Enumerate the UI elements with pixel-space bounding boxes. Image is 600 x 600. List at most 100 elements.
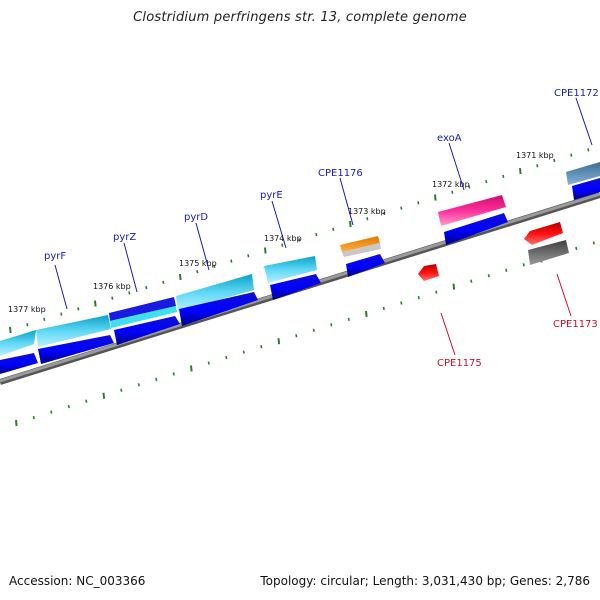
gene-feature-exoa[interactable] <box>438 195 506 226</box>
gene-feature-blue[interactable] <box>444 213 508 245</box>
ruler-tick <box>487 274 490 278</box>
ruler-tick <box>470 279 473 283</box>
ruler-tick <box>298 238 301 242</box>
ruler-tick <box>277 338 281 345</box>
gene-label-pyrf[interactable]: pyrF <box>44 251 66 262</box>
gene-label-cpe1173[interactable]: CPE1173 <box>553 319 598 330</box>
gene-feature-blue[interactable] <box>572 178 600 200</box>
ruler-tick <box>137 383 140 387</box>
ruler-tick <box>179 273 182 281</box>
ruler-tick <box>417 295 420 300</box>
ruler-tick <box>570 153 573 157</box>
gene-label-pyre[interactable]: pyrE <box>260 190 283 201</box>
ruler-tick <box>312 328 315 332</box>
gene-label-cpe1172[interactable]: CPE1172 <box>554 88 599 99</box>
ruler-tick <box>502 174 505 179</box>
gene-feature-blue[interactable] <box>38 335 114 364</box>
kbp-label: 1376 kbp <box>93 282 131 291</box>
ruler-tick <box>468 185 471 189</box>
ruler-tick <box>587 148 590 152</box>
accession-text: Accession: NC_003366 <box>9 574 146 588</box>
gene-feature-cpe1173-red[interactable] <box>524 222 563 245</box>
ruler-tick <box>213 264 216 269</box>
gene-feature-light[interactable] <box>36 315 111 347</box>
gene-feature-light[interactable] <box>0 330 36 356</box>
kbp-label: 1377 kbp <box>8 305 46 314</box>
ruler-tick <box>522 263 525 267</box>
ruler-tick <box>9 326 12 334</box>
ruler-tick <box>485 179 488 184</box>
ruler-tick <box>43 317 46 322</box>
ruler-tick <box>366 217 369 221</box>
gene-feature-blue[interactable] <box>179 292 258 326</box>
ruler-tick <box>242 350 245 354</box>
ruler-tick <box>592 241 595 245</box>
ruler-tick <box>155 377 158 382</box>
ruler-tick <box>111 296 114 300</box>
ruler-tick <box>32 415 35 420</box>
ruler-tick <box>190 365 193 372</box>
ruler-tick <box>85 399 88 403</box>
ruler-tick <box>77 307 80 311</box>
ruler-tick <box>60 312 63 316</box>
gene-label-cpe1175[interactable]: CPE1175 <box>437 358 482 369</box>
ruler-tick <box>145 285 148 290</box>
gene-label-pyrz[interactable]: pyrZ <box>113 232 136 243</box>
ruler-tick <box>365 310 368 318</box>
ruler-ticks-forward <box>9 148 590 334</box>
gene-feature-light[interactable] <box>176 274 254 311</box>
kbp-label: 1371 kbp <box>516 151 554 160</box>
gene-label-pyrd[interactable]: pyrD <box>184 212 208 223</box>
gene-feature-pyrz[interactable] <box>110 306 177 328</box>
ruler-tick <box>281 243 284 247</box>
gene-feature-cpe1175[interactable] <box>418 264 439 281</box>
ruler-tick <box>225 355 228 360</box>
gene-feature-orange[interactable] <box>340 236 380 252</box>
gene-feature-cpe1173-gray[interactable] <box>528 240 569 265</box>
ruler-tick <box>382 306 385 311</box>
ruler-tick <box>400 301 403 305</box>
ruler-tick <box>120 388 123 392</box>
gene-feature-light[interactable] <box>264 256 317 283</box>
ruler-tick <box>400 206 403 210</box>
gene-feature-blue[interactable] <box>0 353 38 374</box>
ruler-tick <box>295 334 298 338</box>
kbp-label: 1375 kbp <box>179 259 217 268</box>
gene-feature-pyrz[interactable] <box>109 297 176 321</box>
gene-label-exoa[interactable]: exoA <box>437 133 462 144</box>
ruler-tick <box>67 404 70 409</box>
gene-feature-cpe1172[interactable] <box>566 162 600 185</box>
label-callouts <box>54 97 593 356</box>
ruler-tick <box>417 201 420 205</box>
gene-feature-blue[interactable] <box>114 316 180 345</box>
gene-features <box>0 162 600 374</box>
ruler-tick <box>260 344 263 349</box>
ruler-tick <box>15 419 18 427</box>
ruler-tick <box>330 323 333 327</box>
ruler-tick <box>50 410 53 414</box>
gene-labels: pyrF pyrZ pyrD pyrE CPE1176 exoA CPE1172… <box>44 88 599 369</box>
ruler-tick <box>452 283 456 290</box>
ruler-tick <box>128 291 131 295</box>
ruler-tick <box>26 323 29 327</box>
ruler-tick <box>435 290 438 294</box>
gene-feature-blue[interactable] <box>270 274 321 300</box>
ruler-tick <box>347 317 350 322</box>
ruler-tick <box>247 254 250 258</box>
ruler-tick <box>505 268 508 272</box>
gene-feature-orange-shadow <box>342 243 381 257</box>
ruler-tick <box>315 232 318 237</box>
ruler-tick <box>575 246 578 251</box>
ruler-tick <box>451 190 454 194</box>
ruler-tick <box>207 361 210 365</box>
genome-summary-text: Topology: circular; Length: 3,031,430 bp… <box>260 574 590 588</box>
kbp-label: 1373 kbp <box>348 207 386 216</box>
ruler-tick <box>172 372 175 376</box>
gene-label-cpe1176[interactable]: CPE1176 <box>318 168 363 179</box>
ruler-tick <box>94 300 97 307</box>
ruler-tick <box>162 280 165 284</box>
gene-feature-blue[interactable] <box>346 254 385 277</box>
ruler-tick <box>553 158 556 163</box>
ruler-tick <box>434 194 437 201</box>
